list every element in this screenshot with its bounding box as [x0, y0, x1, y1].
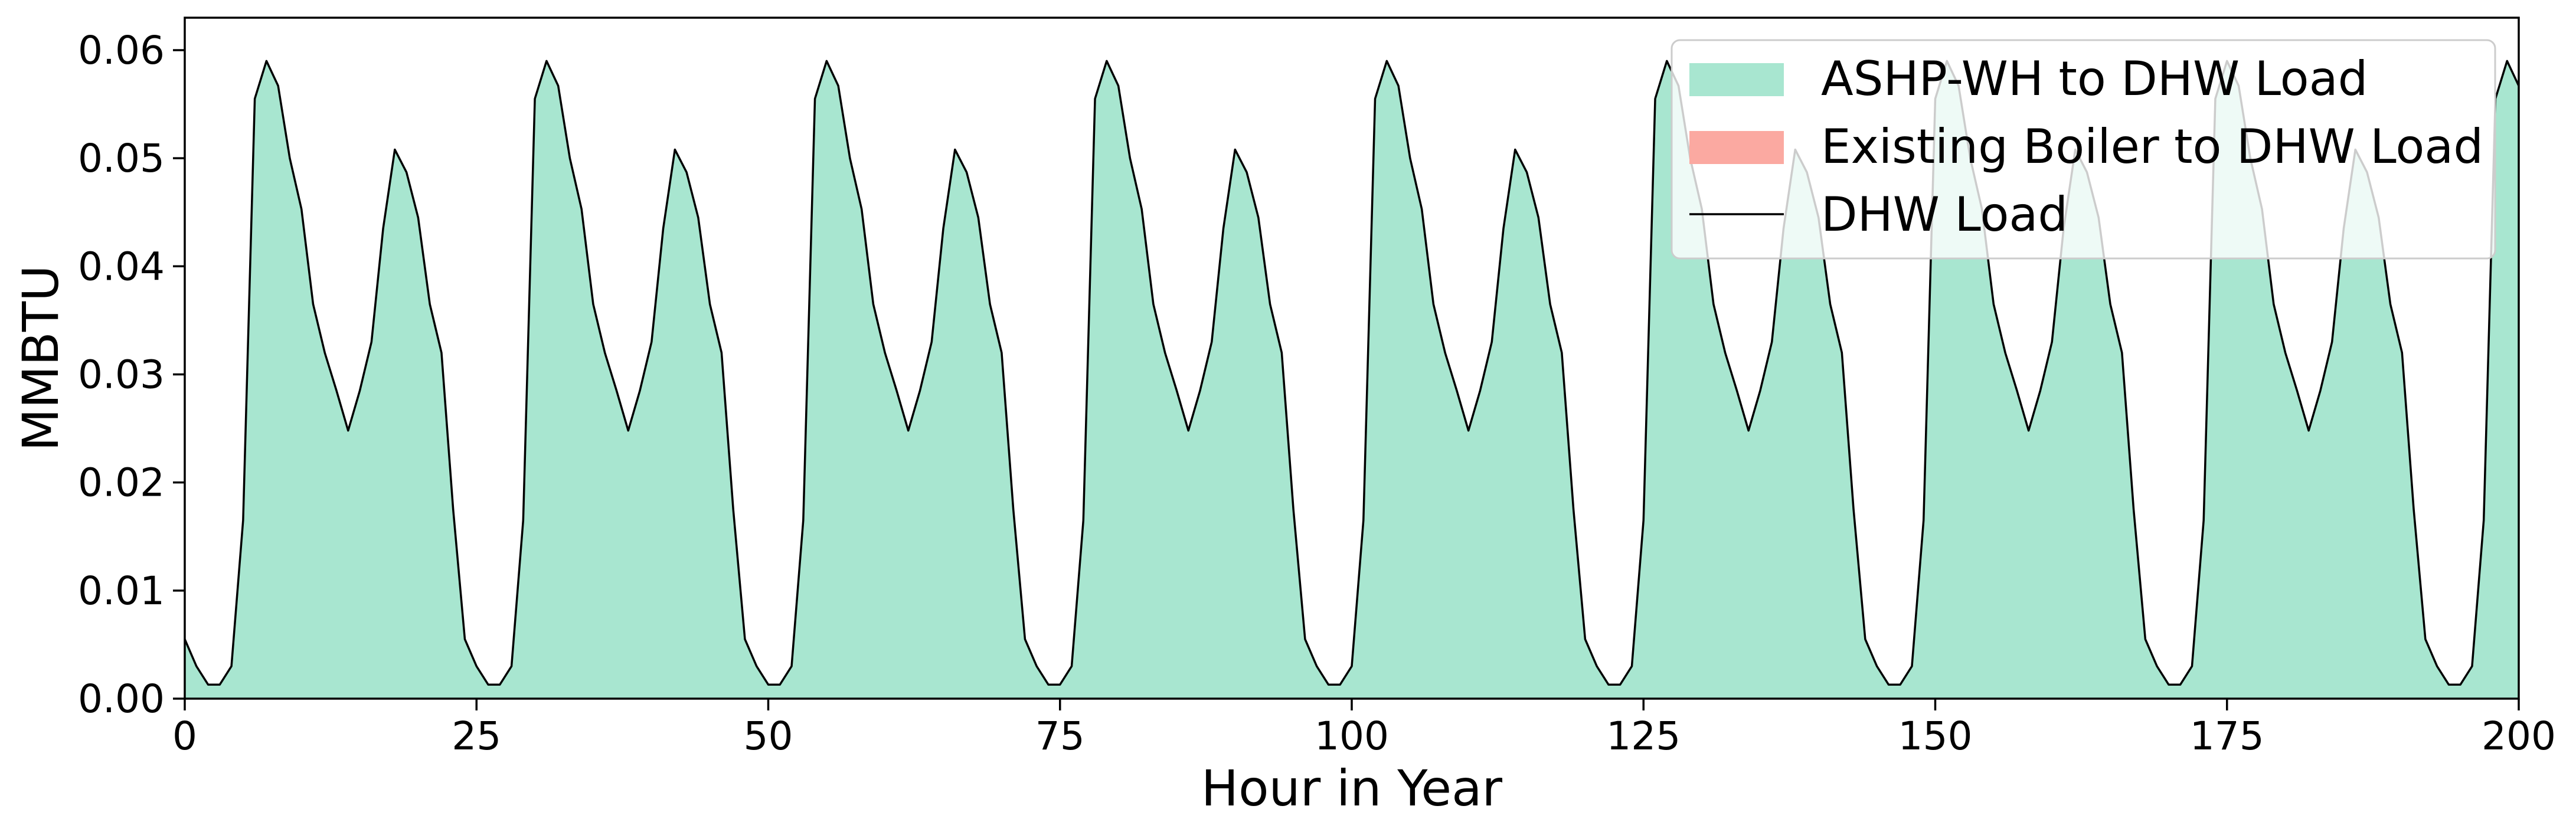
legend: ASHP-WH to DHW Load Existing Boiler to D…	[1671, 39, 2496, 260]
legend-label-ashp-wh: ASHP-WH to DHW Load	[1821, 51, 2368, 106]
x-tick-label: 50	[744, 713, 793, 759]
x-tick-label: 75	[1035, 713, 1085, 759]
x-tick-label: 175	[2190, 713, 2264, 759]
y-axis-ticks: 0.00 0.01 0.02 0.03 0.04 0.05 0.06	[78, 28, 185, 722]
x-tick-label: 100	[1315, 713, 1389, 759]
x-axis-label: Hour in Year	[1201, 759, 1503, 817]
legend-label-existing-boiler: Existing Boiler to DHW Load	[1821, 119, 2483, 174]
y-tick-label: 0.03	[78, 352, 165, 397]
y-tick-label: 0.00	[78, 676, 165, 722]
legend-label-dhw-load: DHW Load	[1821, 187, 2068, 242]
legend-box	[1671, 39, 2496, 260]
y-tick-label: 0.04	[78, 244, 165, 289]
x-tick-label: 125	[1606, 713, 1681, 759]
y-tick-label: 0.01	[78, 568, 165, 614]
plot-frame	[184, 17, 2520, 700]
y-axis-label: MMBTU	[12, 265, 70, 451]
legend-swatch-ashp-wh	[1689, 63, 1784, 96]
series-dhw-load-line	[184, 60, 2520, 686]
y-tick-label: 0.02	[78, 460, 165, 506]
legend-swatch-existing-boiler	[1689, 131, 1784, 164]
y-tick-label: 0.05	[78, 136, 165, 181]
x-axis-ticks: 0 25 50 75 100 125 150 175 200	[172, 699, 2556, 759]
x-tick-label: 25	[452, 713, 501, 759]
x-tick-label: 200	[2482, 713, 2556, 759]
x-tick-label: 150	[1898, 713, 1973, 759]
x-tick-label: 0	[172, 713, 197, 759]
y-tick-label: 0.06	[78, 28, 165, 73]
